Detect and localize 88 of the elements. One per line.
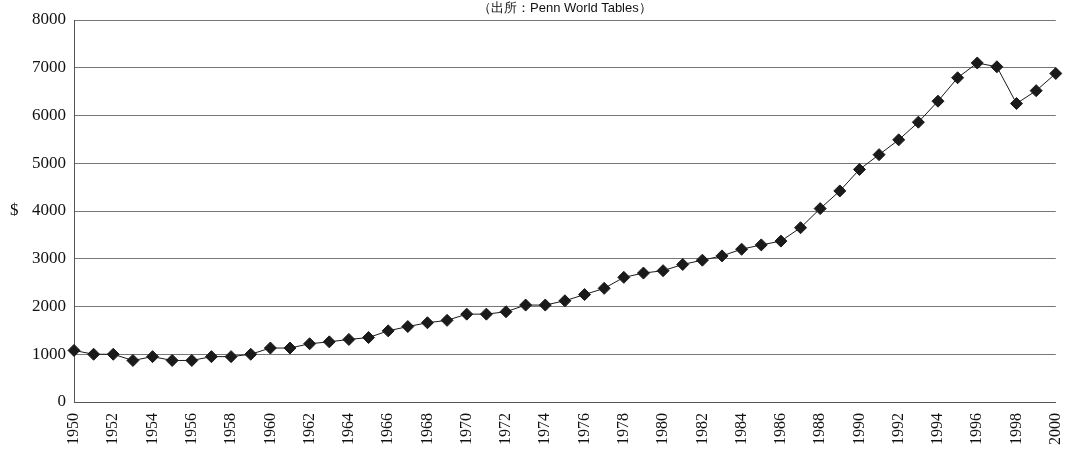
point: [519, 298, 533, 312]
point: [951, 71, 965, 85]
x-tick-label: 1958: [221, 413, 239, 445]
point: [970, 56, 984, 70]
point: [911, 115, 925, 129]
point: [322, 335, 336, 349]
x-tick-label: 1978: [614, 413, 632, 445]
y-tick-label: 6000: [32, 104, 66, 124]
point: [558, 294, 572, 308]
y-tick-label: 8000: [32, 9, 66, 29]
x-tick-label: 1982: [692, 413, 710, 445]
point: [224, 350, 238, 364]
x-tick-label: 1952: [103, 413, 121, 445]
point: [892, 133, 906, 147]
x-tick-label: 1980: [653, 413, 671, 445]
point: [774, 234, 788, 248]
point: [67, 343, 81, 357]
point: [538, 298, 552, 312]
x-tick-label: 1988: [810, 413, 828, 445]
x-tick-label: 1962: [299, 413, 317, 445]
x-tick-label: 1956: [182, 413, 200, 445]
point: [1010, 97, 1024, 111]
y-tick-label: 7000: [32, 57, 66, 77]
point: [597, 281, 611, 295]
x-tick-label: 1992: [888, 413, 906, 445]
point: [204, 350, 218, 364]
point: [636, 266, 650, 280]
y-axis-title: $: [10, 200, 19, 220]
point: [813, 202, 827, 216]
x-tick-label: 1972: [496, 413, 514, 445]
point: [342, 332, 356, 346]
point: [401, 320, 415, 334]
point: [303, 337, 317, 351]
point: [126, 353, 140, 367]
point: [185, 353, 199, 367]
point: [617, 270, 631, 284]
x-tick-label: 1954: [142, 413, 160, 445]
x-tick-label: 1984: [731, 413, 749, 445]
point: [735, 242, 749, 256]
x-tick-label: 1968: [417, 413, 435, 445]
x-tick-label: 2000: [1046, 413, 1063, 445]
y-tick-label: 0: [57, 391, 66, 411]
point: [754, 238, 768, 252]
x-tick-label: 1986: [771, 413, 789, 445]
point: [656, 264, 670, 278]
point: [990, 60, 1004, 74]
point: [460, 307, 474, 321]
point: [106, 347, 120, 361]
point: [695, 253, 709, 267]
y-tick-label: 5000: [32, 152, 66, 172]
x-tick-label: 1998: [1006, 413, 1024, 445]
point: [578, 288, 592, 302]
point: [440, 313, 454, 327]
x-tick-label: 1964: [339, 413, 357, 445]
point: [263, 341, 277, 355]
point: [676, 257, 690, 271]
point: [420, 316, 434, 330]
point: [499, 305, 513, 319]
x-tick-label: 1960: [260, 413, 278, 445]
point: [362, 331, 376, 345]
point: [794, 221, 808, 235]
point: [146, 350, 160, 364]
point: [833, 184, 847, 198]
x-tick-label: 1950: [64, 413, 82, 445]
y-tick-label: 3000: [32, 248, 66, 268]
point: [244, 347, 258, 361]
point: [931, 94, 945, 108]
text: （出所：Penn World Tables）: [478, 0, 652, 16]
point: [283, 341, 297, 355]
point: [715, 249, 729, 263]
x-tick-label: 1976: [574, 413, 592, 445]
y-tick-label: 1000: [32, 343, 66, 363]
y-tick-label: 2000: [32, 295, 66, 315]
point: [1029, 84, 1043, 98]
point: [1049, 66, 1063, 80]
x-tick-label: 1974: [535, 413, 553, 445]
x-tick-label: 1990: [849, 413, 867, 445]
point: [87, 347, 101, 361]
x-tick-label: 1994: [928, 413, 946, 445]
point: [479, 307, 493, 321]
point: [852, 162, 866, 176]
point: [381, 324, 395, 338]
point: [165, 353, 179, 367]
x-tick-label: 1970: [456, 413, 474, 445]
y-tick-label: 4000: [32, 200, 66, 220]
point: [872, 148, 886, 162]
x-tick-label: 1966: [378, 413, 396, 445]
x-tick-label: 1996: [967, 413, 985, 445]
